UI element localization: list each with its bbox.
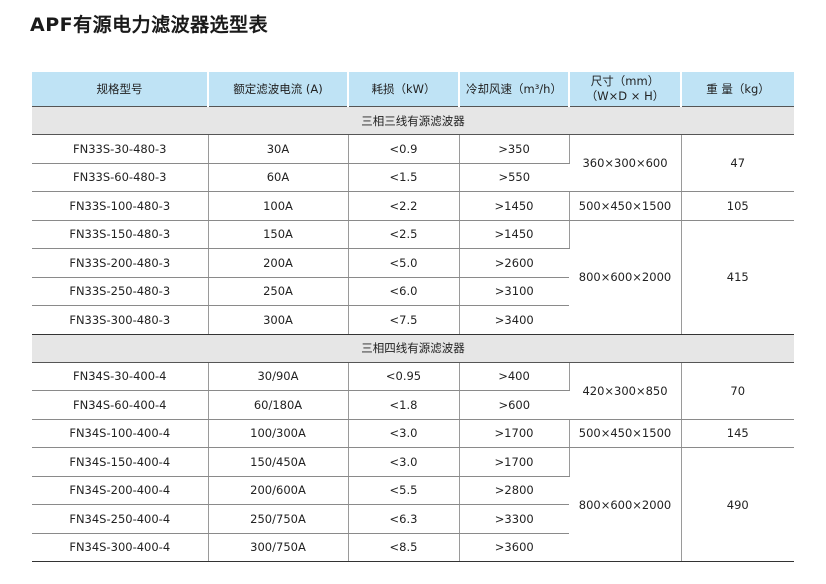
airflow-cell: >3300 [459,504,569,534]
model-cell: FN33S-250-480-3 [32,277,209,306]
loss-cell: <1.5 [348,163,460,192]
current-cell: 30A [208,134,349,164]
page-title: APF有源电力滤波器选型表 [30,14,269,36]
airflow-cell: >2800 [459,476,569,505]
airflow-cell: >2600 [459,248,569,278]
weight-cell: 145 [681,419,794,448]
model-cell: FN34S-100-400-4 [32,419,209,448]
group-label: 三相三线有源滤波器 [32,106,794,135]
loss-cell: <0.9 [348,134,460,164]
current-cell: 200/600A [208,476,349,505]
loss-cell: <6.3 [348,504,460,534]
loss-cell: <1.8 [348,390,460,420]
current-cell: 150A [208,220,349,249]
size-cell: 800×600×2000 [569,220,682,335]
size-cell: 360×300×600 [569,134,682,192]
loss-cell: <3.0 [348,419,460,448]
group-row: 三相四线有源滤波器 [32,333,794,363]
airflow-cell: >1700 [459,447,570,477]
model-cell: FN33S-300-480-3 [32,305,209,335]
size-cell: 500×450×1500 [569,419,682,448]
airflow-cell: >550 [459,163,569,192]
weight-cell: 105 [681,191,794,221]
current-cell: 300A [208,305,349,335]
current-cell: 250A [208,277,349,306]
current-cell: 60A [208,163,349,192]
loss-cell: <7.5 [348,305,460,335]
airflow-cell: >400 [459,362,570,391]
header-model: 规格型号 [32,72,209,107]
table-row: FN34S-150-400-4 150/450A <3.0 >1700 800×600×… [32,447,794,562]
airflow-cell: >600 [459,390,569,420]
table-row: FN33S-100-480-3 100A <2.2 >1450 500×450×1500… [32,191,794,221]
model-cell: FN34S-300-400-4 [32,533,209,562]
loss-cell: <2.2 [348,191,460,221]
size-cell: 800×600×2000 [569,447,682,562]
airflow-cell: >1700 [459,419,570,448]
model-cell: FN34S-150-400-4 [32,447,209,477]
model-cell: FN33S-60-480-3 [32,163,209,192]
table-row: FN33S-150-480-3 150A <2.5 >1450 800×600×2000… [32,220,794,335]
airflow-cell: >1450 [459,220,570,249]
current-cell: 100/300A [208,419,349,448]
header-airflow: 冷却风速（m³/h） [459,72,570,107]
loss-cell: <8.5 [348,533,460,562]
group-row: 三相三线有源滤波器 [32,106,794,135]
model-cell: FN34S-30-400-4 [32,362,209,391]
size-cell: 500×450×1500 [569,191,682,221]
model-cell: FN34S-250-400-4 [32,504,209,534]
current-cell: 250/750A [208,504,349,534]
loss-cell: <3.0 [348,447,460,477]
loss-cell: <2.5 [348,220,460,249]
model-cell: FN33S-200-480-3 [32,248,209,278]
weight-cell: 415 [681,220,794,335]
size-cell: 420×300×850 [569,362,682,420]
current-cell: 30/90A [208,362,349,391]
airflow-cell: >3400 [459,305,569,335]
model-cell: FN34S-200-400-4 [32,476,209,505]
table-row: FN33S-300-480-3 300A <7.5 >3400 [32,305,794,335]
spec-table: 规格型号 额定滤波电流 (A) 耗损（kW） 冷却风速（m³/h） 尺寸（mm）… [32,72,794,562]
loss-cell: <6.0 [348,277,460,306]
model-cell: FN33S-30-480-3 [32,134,209,164]
header-weight: 重 量（kg） [681,72,794,107]
model-cell: FN34S-60-400-4 [32,390,209,420]
table-row: FN33S-200-480-3 200A <5.0 >2600 [32,248,794,278]
table-row: FN34S-60-400-4 60/180A <1.8 >600 [32,390,794,420]
table-row: FN34S-30-400-4 30/90A <0.95 >400 420×300×850… [32,362,794,420]
weight-cell: 47 [681,134,794,192]
header-loss: 耗损（kW） [348,72,460,107]
table-row: FN33S-30-480-3 30A <0.9 >350 360×300×600 47 [32,134,794,192]
airflow-cell: >3100 [459,277,569,306]
group-label: 三相四线有源滤波器 [32,333,794,363]
header-size: 尺寸（mm） （W×D × H） [569,72,682,107]
table-row: FN33S-60-480-3 60A <1.5 >550 [32,163,794,192]
airflow-cell: >350 [459,134,570,164]
airflow-cell: >1450 [459,191,570,221]
table-row: FN33S-250-480-3 250A <6.0 >3100 [32,277,794,306]
table-row: FN34S-250-400-4 250/750A <6.3 >3300 [32,504,794,534]
current-cell: 200A [208,248,349,278]
weight-cell: 490 [681,447,794,562]
current-cell: 300/750A [208,533,349,562]
airflow-cell: >3600 [459,533,569,562]
weight-cell: 70 [681,362,794,420]
loss-cell: <5.5 [348,476,460,505]
loss-cell: <0.95 [348,362,460,391]
header-current: 额定滤波电流 (A) [208,72,349,107]
current-cell: 60/180A [208,390,349,420]
model-cell: FN33S-150-480-3 [32,220,209,249]
header-size-line2: （W×D × H） [585,89,665,103]
header-size-line1: 尺寸（mm） [590,74,660,88]
current-cell: 150/450A [208,447,349,477]
loss-cell: <5.0 [348,248,460,278]
model-cell: FN33S-100-480-3 [32,191,209,221]
table-header-row: 规格型号 额定滤波电流 (A) 耗损（kW） 冷却风速（m³/h） 尺寸（mm）… [32,72,794,107]
table-row: FN34S-200-400-4 200/600A <5.5 >2800 [32,476,794,505]
table-row: FN34S-100-400-4 100/300A <3.0 >1700 500×450×… [32,419,794,448]
current-cell: 100A [208,191,349,221]
table-body: 三相三线有源滤波器 FN33S-30-480-3 30A <0.9 >350 360×30… [32,106,794,562]
table-row: FN34S-300-400-4 300/750A <8.5 >3600 [32,533,794,562]
